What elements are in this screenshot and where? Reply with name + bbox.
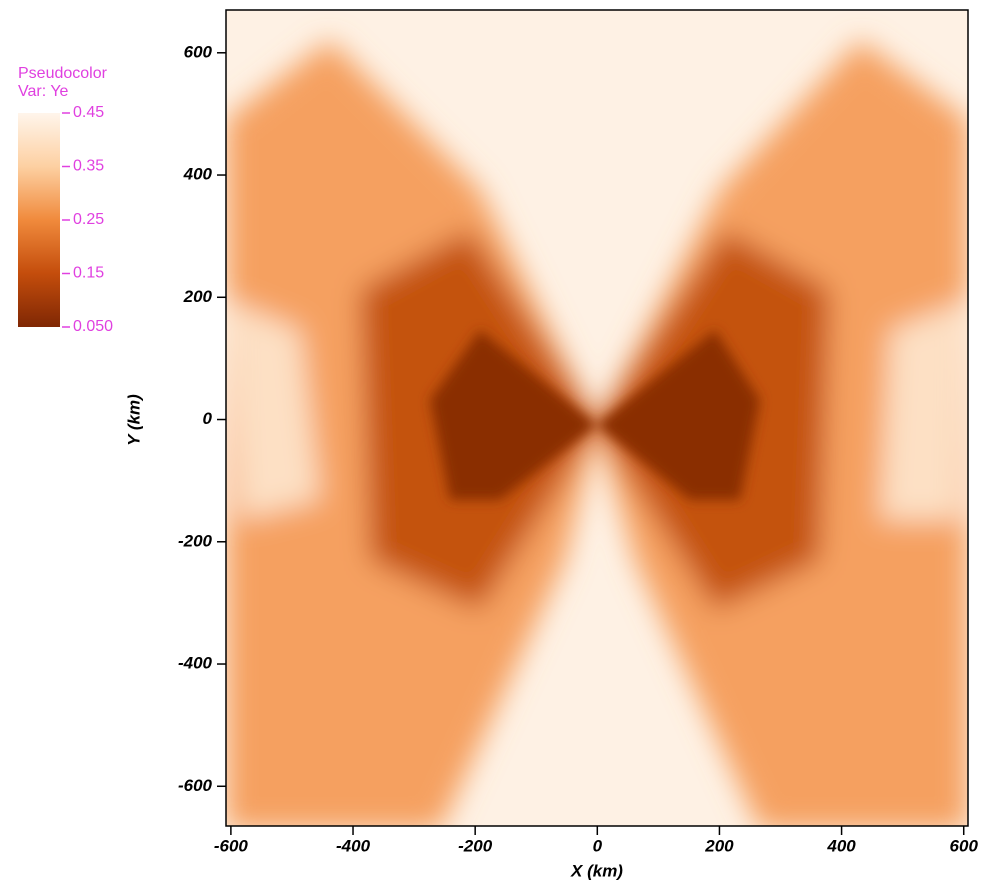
- colorbar-tick-label: 0.35: [73, 158, 104, 175]
- colorbar-tick-label: 0.15: [73, 265, 104, 282]
- y-tick-label: -200: [178, 531, 213, 550]
- x-tick-label: 200: [704, 836, 734, 855]
- x-axis-label: X (km): [570, 861, 623, 880]
- colorbar-tick-label: 0.45: [73, 104, 104, 121]
- y-tick-label: 200: [183, 287, 213, 306]
- colorbar-tick-label: 0.25: [73, 211, 104, 228]
- x-tick-label: 400: [826, 836, 856, 855]
- colorbar: [18, 113, 60, 327]
- y-tick-label: -600: [178, 776, 213, 795]
- y-axis-label: Y (km): [124, 394, 143, 446]
- x-tick-label: 600: [950, 836, 979, 855]
- x-tick-label: -600: [214, 836, 249, 855]
- y-tick-label: 0: [203, 409, 213, 428]
- y-tick-label: 600: [184, 42, 213, 61]
- x-tick-label: -400: [336, 836, 371, 855]
- colorbar-tick-label: 0.050: [73, 318, 113, 335]
- x-tick-label: 0: [593, 836, 603, 855]
- field: [226, 10, 968, 826]
- y-tick-label: 400: [183, 165, 213, 184]
- x-tick-label: -200: [458, 836, 493, 855]
- y-tick-label: -400: [178, 654, 213, 673]
- legend-variable: Var: Ye: [18, 83, 69, 100]
- legend-title: Pseudocolor: [18, 65, 108, 82]
